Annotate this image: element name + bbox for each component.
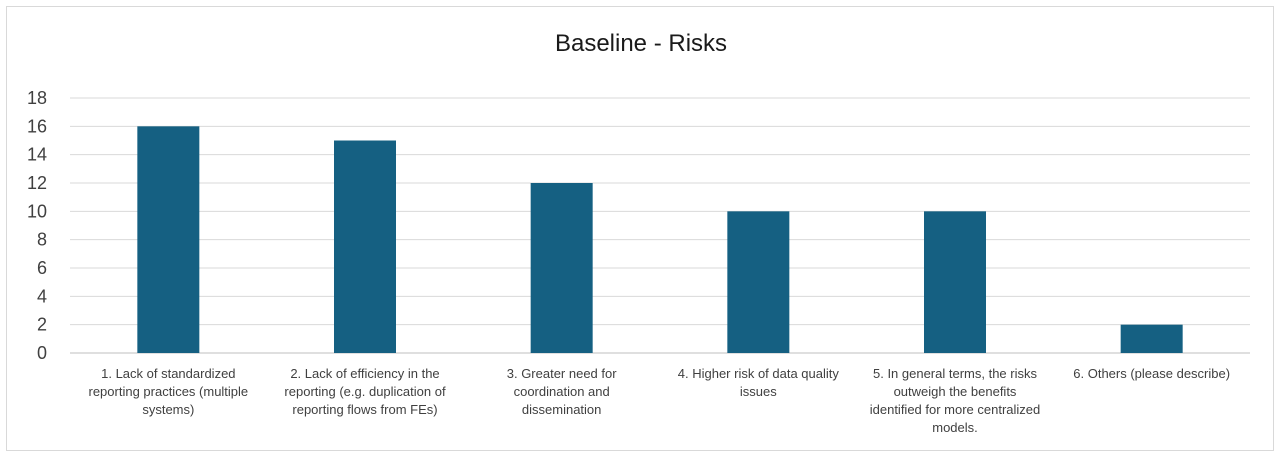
bar [334,140,396,353]
bars [137,126,1183,353]
y-tick-label: 4 [37,286,47,306]
x-category-label-line: reporting (e.g. duplication of [284,384,446,399]
y-tick-label: 14 [27,145,47,165]
y-tick-label: 8 [37,230,47,250]
x-axis-category-labels: 1. Lack of standardized reporting practic… [88,366,1230,435]
x-category-label: 2. Lack of efficiency in the reporting (e… [284,366,446,417]
x-category-label-line: 4. Higher risk of data quality [678,366,840,381]
bar [137,126,200,353]
x-category-label-line: 1. Lack of standardized [101,366,235,381]
x-category-label: 3. Greater need for coordination and disse… [507,366,618,417]
y-tick-label: 18 [27,88,47,108]
x-category-label-line: 5. In general terms, the risks [873,366,1038,381]
x-category-label: 1. Lack of standardized reporting practic… [88,366,248,417]
x-category-label-line: 2. Lack of efficiency in the [290,366,439,381]
x-category-label-line: models. [932,420,978,435]
y-axis-tick-labels: 0 2 4 6 8 10 12 14 16 18 [27,88,47,363]
y-tick-label: 2 [37,315,47,335]
x-category-label-line: reporting flows from FEs) [292,402,437,417]
bar [530,183,593,353]
x-category-label-line: dissemination [522,402,602,417]
bar [1120,324,1183,353]
x-category-label-line: outweigh the benefits [894,384,1017,399]
x-category-label-line: issues [740,384,777,399]
gridlines [70,97,1250,354]
x-category-label: 5. In general terms, the risks outweigh t… [870,366,1041,435]
chart-title: Baseline - Risks [554,30,728,57]
bar [727,211,790,353]
chart-frame [6,6,1274,451]
y-tick-label: 12 [27,173,47,193]
bar [924,211,986,353]
x-category-label: 6. Others (please describe) [1073,366,1230,381]
x-category-label-line: coordination and [514,384,610,399]
x-category-label-line: systems) [142,402,194,417]
x-category-label-line: identified for more centralized [870,402,1041,417]
y-tick-label: 10 [27,201,47,221]
y-tick-label: 0 [37,343,47,363]
y-tick-label: 6 [37,258,47,278]
x-category-label-line: 3. Greater need for [507,366,618,381]
x-category-label-line: 6. Others (please describe) [1073,366,1230,381]
y-tick-label: 16 [27,116,47,136]
x-category-label-line: reporting practices (multiple [88,384,248,399]
x-category-label: 4. Higher risk of data quality issues [678,366,840,399]
